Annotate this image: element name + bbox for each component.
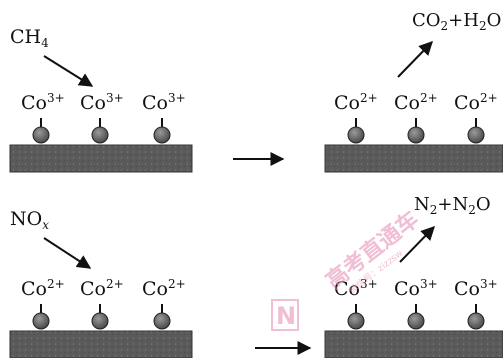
cobalt-atom [91,312,109,330]
cobalt-label-top-left-1: Co3+ [21,91,65,114]
ch4-approach-arrow [43,55,94,87]
n2-release-arrow [399,225,435,263]
catalyst-surface-top-left [9,144,193,173]
nox-approach-arrow [43,237,92,269]
surface-atoms-bottom-left [32,304,171,330]
cobalt-atom [32,126,50,144]
catalyst-surface-bottom-right [324,330,503,358]
co2-release-arrow [397,40,433,78]
catalyst-surface-top-right [324,144,503,173]
cobalt-label-bottom-left-3: Co2+ [142,277,186,300]
product-n2-n2o-label: N2+N2O [414,194,491,217]
product-co2-h2o-label: CO2+H2O [412,10,502,33]
cobalt-atom [91,126,109,144]
cobalt-label-top-right-3: Co2+ [454,91,498,114]
cobalt-atom [347,126,365,144]
cobalt-atom [347,312,365,330]
cobalt-atom [153,126,171,144]
watermark-logo-letter: N [276,302,297,330]
surface-atoms-bottom-right [347,304,485,330]
cobalt-atom [407,126,425,144]
cobalt-label-top-left-2: Co3+ [80,91,124,114]
cobalt-label-top-left-3: Co3+ [142,91,186,114]
cobalt-atom [467,312,485,330]
cobalt-atom [407,312,425,330]
cobalt-label-top-right-1: Co2+ [334,91,378,114]
cobalt-atom [153,312,171,330]
cobalt-atom [467,126,485,144]
cobalt-label-bottom-right-1: Co3+ [334,277,378,300]
cobalt-label-bottom-left-2: Co2+ [80,277,124,300]
cobalt-atom [32,312,50,330]
cobalt-label-bottom-right-2: Co3+ [394,277,438,300]
surface-atoms-top-right [347,118,485,144]
reactant-nox-label: NOx [10,208,49,232]
cobalt-label-top-right-2: Co2+ [394,91,438,114]
catalyst-surface-bottom-left [9,330,193,358]
cobalt-label-bottom-left-1: Co2+ [21,277,65,300]
surface-atoms-top-left [32,118,171,144]
reactant-ch4-label: CH4 [10,26,49,50]
cobalt-label-bottom-right-3: Co3+ [454,277,498,300]
watermark-logo [271,299,299,331]
